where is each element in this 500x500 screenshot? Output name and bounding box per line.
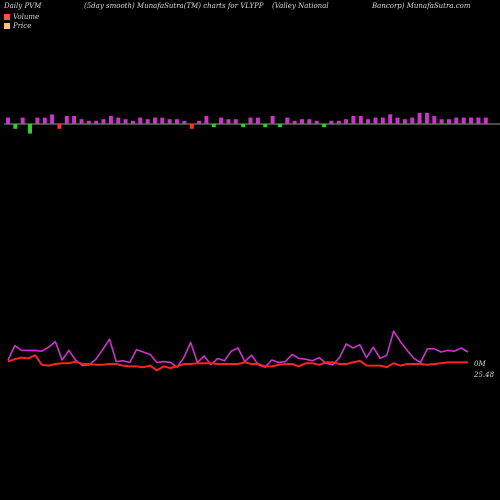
volume-bar	[483, 117, 488, 124]
volume-bar	[366, 119, 371, 124]
volume-bar	[241, 124, 246, 128]
volume-bar	[314, 120, 319, 124]
volume-bar	[28, 124, 32, 134]
volume-bar	[167, 119, 172, 124]
volume-bar	[270, 116, 275, 124]
volume-bars	[6, 112, 488, 134]
volume-bar	[20, 117, 25, 124]
volume-bar	[432, 116, 437, 124]
volume-bar	[219, 117, 224, 124]
volume-bar	[248, 117, 253, 124]
volume-bar	[138, 117, 143, 124]
legend-label-price: Price	[13, 21, 32, 30]
legend-swatch-price	[4, 22, 10, 29]
chart-subtitle: (5day smooth) MunafaSutra(TM) charts for…	[84, 2, 264, 10]
volume-bar	[373, 117, 378, 124]
volume-bar	[211, 124, 216, 128]
volume-bar	[447, 119, 451, 124]
price-volume-lines	[7, 330, 469, 372]
volume-bar	[116, 117, 121, 124]
volume-bar	[380, 117, 385, 124]
volume-bar	[86, 120, 91, 124]
price-line	[7, 354, 468, 372]
volume-bar	[50, 114, 55, 124]
volume-bar	[469, 117, 473, 124]
company-name-part2: Bancorp) MunafaSutra.com	[372, 2, 471, 10]
volume-bar	[233, 119, 238, 124]
volume-bar	[130, 120, 135, 124]
legend-label-volume: Volume	[13, 12, 40, 21]
volume-bar	[461, 117, 466, 124]
volume-bar	[226, 119, 231, 124]
volume-bar	[322, 124, 327, 128]
volume-bar	[72, 116, 77, 124]
volume-bar	[175, 119, 179, 124]
volume-line	[7, 330, 469, 369]
volume-bar	[344, 119, 349, 124]
volume-bar	[6, 117, 10, 124]
volume-bar	[292, 120, 297, 124]
volume-bar	[182, 120, 187, 124]
volume-axis-label: 0M	[474, 360, 486, 368]
volume-bar	[454, 117, 459, 124]
volume-bar	[57, 124, 62, 129]
volume-bar	[35, 117, 40, 124]
volume-bar	[329, 120, 334, 124]
volume-bar	[204, 116, 209, 124]
volume-bar	[189, 124, 194, 129]
volume-bar	[263, 124, 268, 128]
legend-swatch-volume	[4, 13, 10, 20]
volume-bar	[94, 120, 99, 124]
volume-bar	[395, 117, 400, 124]
volume-bar	[410, 117, 415, 124]
volume-bar	[358, 116, 363, 124]
volume-bar	[336, 120, 341, 124]
volume-bar	[153, 117, 157, 124]
legend-item-volume: Volume	[4, 12, 39, 21]
price-axis-label: 25.48	[473, 371, 495, 379]
volume-bar	[307, 119, 312, 124]
volume-bar	[197, 120, 202, 124]
volume-bar	[108, 116, 113, 124]
chart-type-label: Daily PVM	[4, 2, 42, 10]
volume-bar	[160, 117, 165, 124]
volume-bar	[101, 119, 106, 124]
volume-bar	[285, 117, 290, 124]
volume-bar	[64, 116, 69, 124]
volume-bar	[277, 124, 282, 128]
volume-bar	[351, 116, 356, 124]
volume-bar	[476, 117, 481, 124]
company-name-part1: (Valley National	[272, 2, 329, 10]
volume-bar	[79, 119, 84, 124]
legend-item-price: Price	[4, 21, 39, 30]
volume-bar	[424, 112, 429, 124]
volume-bar	[417, 112, 422, 124]
volume-bar	[388, 114, 393, 124]
volume-bar	[13, 124, 18, 129]
volume-bar	[439, 119, 444, 124]
volume-bar	[255, 117, 260, 124]
volume-bar	[145, 119, 150, 124]
volume-bar	[42, 117, 47, 124]
legend: Volume Price	[4, 12, 39, 30]
volume-bar	[123, 119, 128, 124]
volume-bar	[300, 119, 304, 124]
volume-bar	[402, 119, 407, 124]
